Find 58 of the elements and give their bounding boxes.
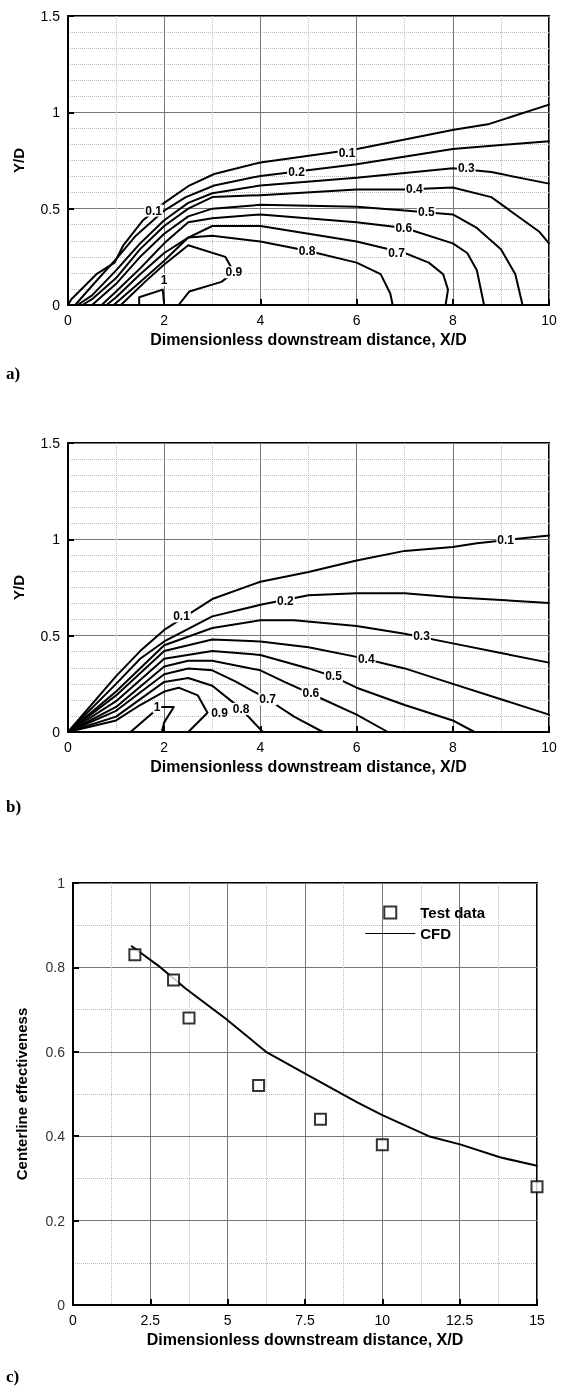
annotation: 0.6 [302, 686, 320, 701]
annotation: 1 [153, 699, 161, 714]
annotation: 0.2 [288, 165, 306, 180]
annotation: 0.1 [145, 203, 163, 218]
x-tick-label: 0 [69, 1312, 78, 1328]
annotation: 0.3 [457, 161, 475, 176]
annotation: 0.4 [405, 182, 423, 197]
y-tick-label: 0.5 [40, 200, 61, 217]
annotation: 0.1 [497, 533, 515, 548]
y-axis-title: Centerline effectiveness [13, 1007, 30, 1181]
text: c) [6, 1367, 20, 1386]
x-tick-label: 2.5 [140, 1312, 161, 1328]
x-axis-title: Dimensionless downstream distance, X/D [150, 758, 467, 776]
y-tick-label: 0 [57, 1297, 66, 1313]
x-tick-label: 10 [541, 312, 557, 328]
y-axis-title: Y/D [10, 147, 27, 174]
annotation: 0.5 [418, 204, 436, 219]
y-tick-label: 0.5 [40, 627, 61, 644]
y-tick-label: 0 [52, 297, 61, 313]
text: b) [6, 797, 22, 816]
x-tick-label: 12.5 [446, 1312, 474, 1328]
x-tick-label: 8 [448, 739, 457, 755]
x-tick-label: 10 [374, 1312, 391, 1328]
annotation: 0.3 [413, 628, 431, 643]
x-tick-label: 10 [541, 739, 557, 755]
y-tick-label: 1.5 [40, 435, 61, 451]
y-tick-label: 0.4 [45, 1128, 66, 1145]
y-tick-label: 1 [57, 875, 66, 891]
x-tick-label: 8 [448, 312, 457, 328]
y-axis-title: Y/D [10, 574, 27, 601]
y-tick-label: 1 [52, 531, 61, 548]
annotation: 0.2 [277, 593, 295, 608]
annotation: 0.7 [388, 245, 406, 260]
y-tick-label: 0.8 [45, 959, 66, 976]
y-tick-label: 0 [52, 724, 61, 740]
x-tick-label: 5 [223, 1312, 232, 1328]
x-tick-label: 4 [256, 312, 265, 328]
text: a) [6, 364, 21, 383]
x-tick-label: 2 [160, 739, 169, 755]
annotation: 0.1 [338, 145, 356, 160]
annotation: 0.1 [173, 609, 191, 624]
x-axis-title: Dimensionless downstream distance, X/D [146, 1331, 464, 1349]
x-tick-label: 15 [529, 1312, 545, 1328]
x-tick-label: 7.5 [295, 1312, 315, 1328]
legend-label: CFD [420, 925, 452, 942]
legend-label: Test data [420, 904, 486, 921]
y-tick-label: 0.6 [45, 1043, 66, 1060]
annotation: 1 [160, 272, 168, 287]
x-tick-label: 6 [352, 739, 361, 755]
x-tick-label: 6 [352, 312, 361, 328]
y-tick-label: 0.2 [45, 1212, 66, 1229]
y-tick-label: 1.5 [40, 8, 61, 24]
annotation: 0.9 [211, 705, 229, 720]
y-tick-label: 1 [52, 104, 61, 121]
x-axis-title: Dimensionless downstream distance, X/D [150, 331, 467, 349]
annotation: 0.4 [357, 651, 375, 666]
x-tick-label: 4 [256, 739, 265, 755]
x-tick-label: 2 [160, 312, 169, 328]
